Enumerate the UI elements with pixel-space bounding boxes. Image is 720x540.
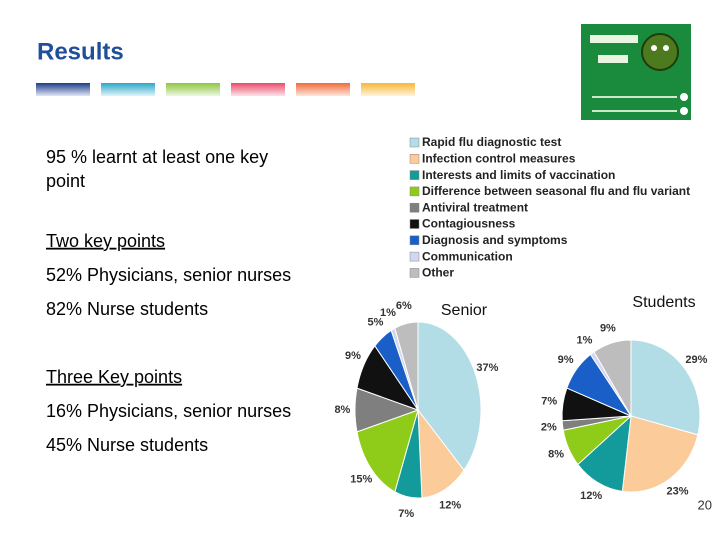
data-label: 29%: [685, 354, 707, 366]
pie-slice: [621, 415, 699, 493]
bullet-text: 82% Nurse students: [46, 299, 208, 319]
pie-slice: [394, 321, 419, 411]
legend-swatch: [409, 251, 420, 262]
data-label: 12%: [439, 499, 461, 511]
decor-bars: [36, 83, 415, 96]
pie-slice: [356, 409, 419, 493]
legend-label: Rapid flu diagnostic test: [422, 135, 561, 149]
legend-swatch: [409, 137, 420, 148]
legend-label: Diagnosis and symptoms: [422, 233, 568, 247]
data-label: 15%: [350, 474, 372, 486]
legend-label: Contagiousness: [422, 217, 516, 231]
pie-title: Senior: [441, 302, 488, 319]
bullet-text: 52% Physicians, senior nurses: [46, 265, 291, 285]
data-label: 7%: [541, 396, 557, 408]
pie-title: Students: [632, 294, 695, 311]
pie-slice: [630, 339, 701, 436]
legend-label: Antiviral treatment: [422, 200, 528, 214]
page-number: 20: [698, 497, 712, 512]
data-label: 8%: [334, 404, 350, 416]
bullet-text: 45% Nurse students: [46, 435, 208, 455]
heading: Three Key points: [46, 367, 182, 387]
bullet-text: 95 % learnt at least one key point: [46, 147, 268, 191]
pie-slice: [417, 408, 465, 499]
legend-swatch: [409, 235, 420, 246]
legend-swatch: [409, 170, 420, 180]
data-label: 5%: [368, 317, 384, 329]
data-label: 1%: [577, 334, 593, 346]
legend-swatch: [409, 219, 420, 229]
bullet-line: point: [46, 171, 85, 191]
data-label: 6%: [396, 300, 412, 312]
pie-slice: [593, 339, 632, 418]
legend-label: Infection control measures: [422, 151, 576, 165]
data-label: 8%: [548, 449, 564, 461]
data-label: 7%: [398, 508, 414, 520]
logo: [581, 24, 691, 120]
legend-swatch: [409, 186, 420, 197]
slide-title: Results: [37, 38, 124, 65]
pie-slice: [417, 321, 482, 472]
legend-label: Interests and limits of vaccination: [422, 168, 615, 182]
heading: Two key points: [46, 231, 165, 251]
bullet-text: 16% Physicians, senior nurses: [46, 401, 291, 421]
legend-box: [404, 134, 694, 282]
legend-label: Difference between seasonal flu and flu …: [422, 184, 690, 198]
data-label: 9%: [345, 350, 361, 362]
data-label: 9%: [558, 354, 574, 366]
data-label: 23%: [667, 485, 689, 497]
legend-label: Other: [422, 266, 454, 280]
data-label: 12%: [580, 490, 602, 502]
legend-swatch: [409, 268, 420, 278]
legend-label: Communication: [422, 249, 513, 263]
data-label: 37%: [476, 362, 498, 374]
data-label: 2%: [541, 421, 557, 433]
data-label: 1%: [380, 307, 396, 319]
data-label: 9%: [600, 322, 616, 334]
legend-swatch: [409, 202, 420, 213]
bullet-line: 95 % learnt at least one key: [46, 147, 268, 167]
legend-swatch: [409, 154, 420, 164]
